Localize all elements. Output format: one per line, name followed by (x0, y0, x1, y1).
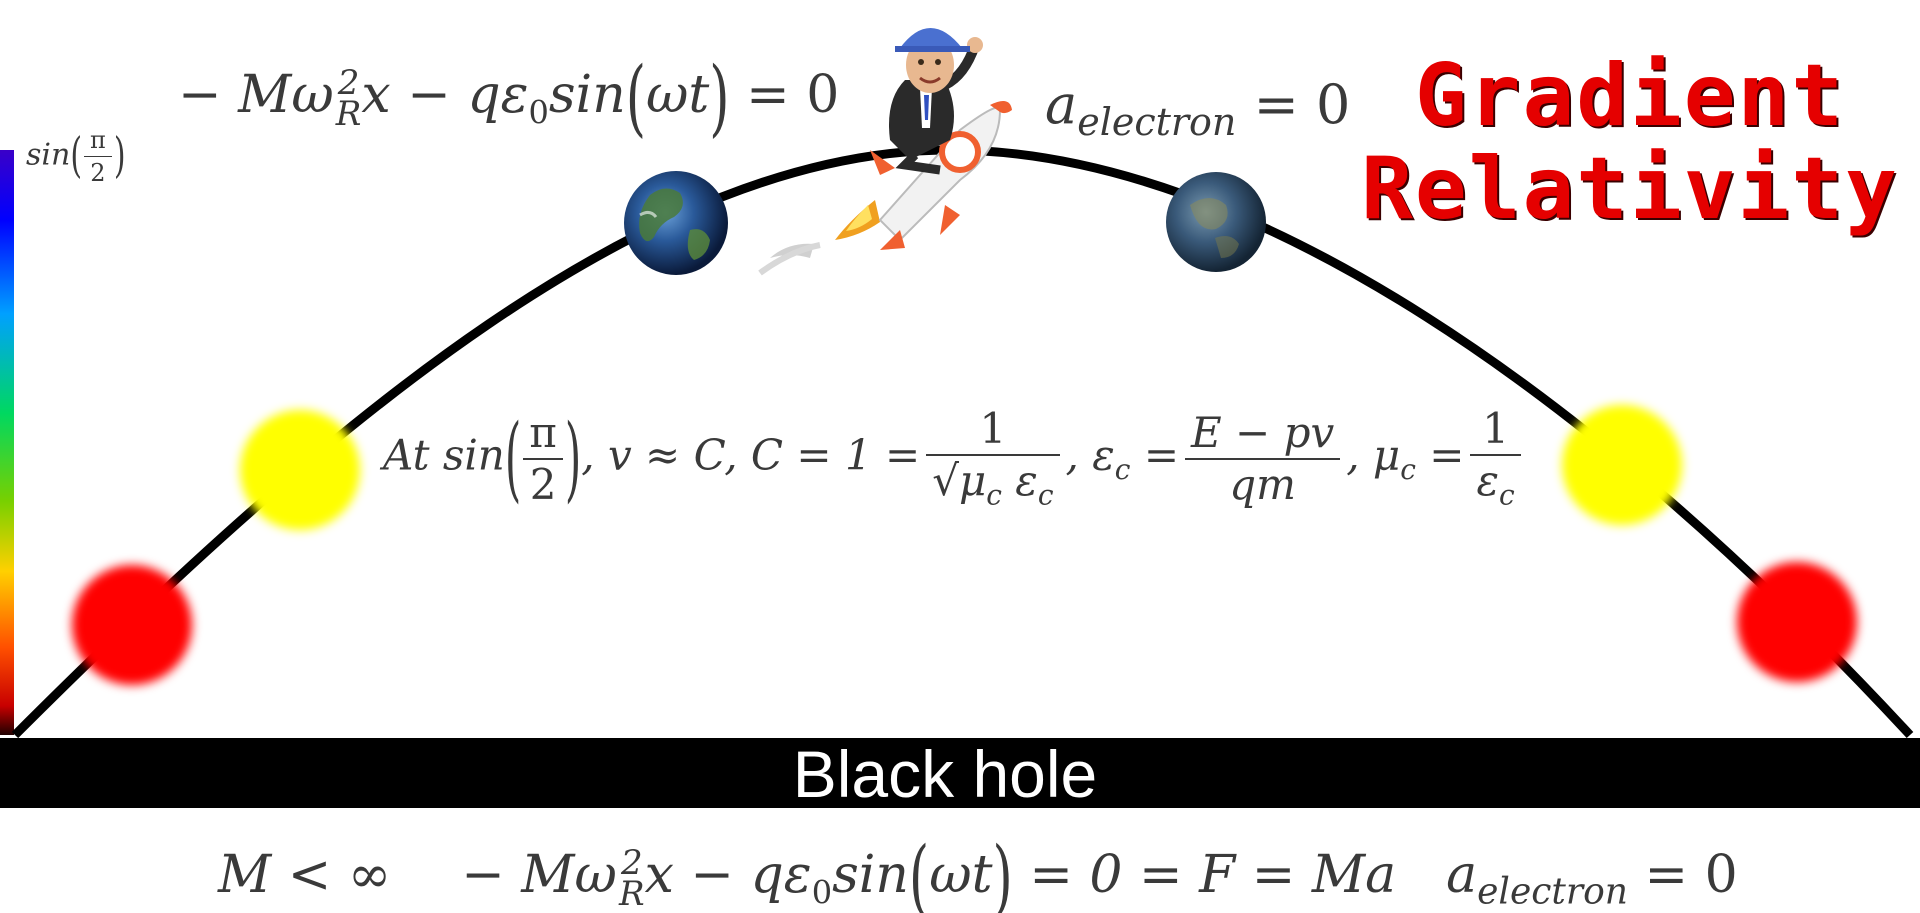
eq-mid-e-sub: c (1400, 453, 1416, 487)
eq-mid-frac1-den-sub: c (986, 478, 1002, 512)
eq-bot-sup: 2 (620, 843, 643, 883)
eq-bot-part-e: ωt (929, 845, 993, 906)
red-ball-right (1737, 562, 1857, 682)
title-line-1: Gradient (1414, 46, 1846, 146)
earth-icon (624, 171, 728, 275)
eq-mid-part-c: , ε (1065, 430, 1115, 480)
eq-tl-part-d: ωt (645, 65, 710, 126)
eq-tl-sup: 2 (337, 63, 360, 103)
eq-mid-frac1-num: 1 (926, 408, 1060, 456)
eq-tr-part-b: = 0 (1253, 73, 1351, 136)
eq-tr-sub: electron (1077, 99, 1237, 144)
eq-bot-part-h: = 0 (1644, 845, 1738, 906)
diagram-title: Gradient Relativity (1360, 50, 1900, 236)
eq-mid-frac3-den-sub: c (1499, 478, 1515, 512)
eq-tl-part-c: sin (548, 65, 626, 126)
eq-mid-pi: π (523, 411, 563, 460)
colorbar-label-fn: sin (26, 137, 71, 173)
eq-mid-frac1-den-b: ε (1001, 456, 1038, 505)
eq-tl-sub: R (335, 93, 362, 134)
equation-top-right: aelectron = 0 (1045, 78, 1350, 141)
eq-mid-c-sub: c (1114, 453, 1131, 487)
title-line-2: Relativity (1361, 138, 1899, 239)
eq-mid-frac3-den: ε (1476, 456, 1499, 505)
eq-bot-sub: R (618, 873, 645, 913)
eq-tl-part-e: = 0 (746, 65, 840, 126)
colorbar-label-den: 2 (90, 159, 106, 187)
eq-bot-part-c: x − qε (644, 845, 812, 906)
colorbar-top-label: sin(π 2) (26, 126, 126, 187)
yellow-ball-right (1562, 405, 1682, 525)
eq-mid-part-f: = (1429, 430, 1465, 480)
eq-bot-part-d: sin (832, 845, 909, 906)
black-hole-bar (0, 738, 1920, 808)
eq-bot-part-f: = 0 = F = Ma (1029, 845, 1397, 906)
eq-bot-part-g: a (1446, 845, 1478, 906)
planet-icon (1166, 172, 1266, 272)
eq-mid-part-a: At sin (383, 430, 505, 480)
eq-mid-frac1-den: √μ (932, 456, 987, 505)
eq-mid-part-e: , μ (1346, 430, 1401, 480)
eq-bot-sub0: 0 (811, 873, 833, 912)
eq-tl-part-b: x − qε (361, 65, 529, 126)
eq-mid-part-b: , v ≈ C, C = 1 = (581, 430, 921, 480)
black-hole-label: Black hole (792, 737, 1098, 811)
eq-mid-frac2-num: E − pv (1185, 411, 1341, 460)
eq-bot-g-sub: electron (1477, 871, 1628, 913)
equation-middle: At sin(π 2), v ≈ C, C = 1 = 1 √μc εc, εc = E… (383, 408, 1527, 509)
eq-mid-part-d: = (1143, 430, 1180, 480)
eq-bot-part-a: M < ∞ (218, 845, 392, 906)
eq-tr-part-a: a (1045, 73, 1078, 136)
eq-mid-two: 2 (529, 459, 557, 509)
yellow-ball-left (240, 410, 360, 530)
spectrum-color-bar (0, 150, 14, 735)
colorbar-label-num: π (84, 128, 112, 157)
eq-tl-sub0: 0 (528, 93, 549, 132)
eq-mid-frac1-den-sub2: c (1037, 478, 1054, 512)
rocket-rider-icon (758, 28, 1012, 276)
eq-mid-frac2-den: qm (1229, 459, 1296, 509)
eq-tl-part-a: − Mω (178, 65, 334, 126)
eq-mid-frac3-num: 1 (1470, 408, 1521, 456)
red-ball-left (72, 565, 192, 685)
eq-bot-part-b: − Mω (461, 845, 617, 906)
